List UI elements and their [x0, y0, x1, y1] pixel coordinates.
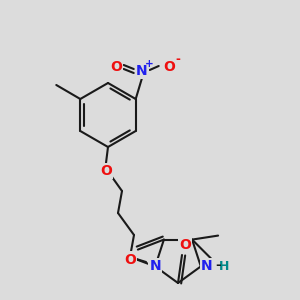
Text: N: N	[149, 260, 161, 273]
Text: H: H	[219, 260, 229, 273]
Text: O: O	[100, 164, 112, 178]
Text: N: N	[201, 260, 213, 273]
Text: -: -	[215, 259, 220, 272]
Text: -: -	[175, 53, 180, 67]
Text: O: O	[179, 238, 191, 252]
Text: O: O	[163, 60, 175, 74]
Text: N: N	[136, 64, 148, 78]
Text: O: O	[110, 60, 122, 74]
Text: O: O	[124, 253, 136, 267]
Text: +: +	[145, 59, 154, 69]
